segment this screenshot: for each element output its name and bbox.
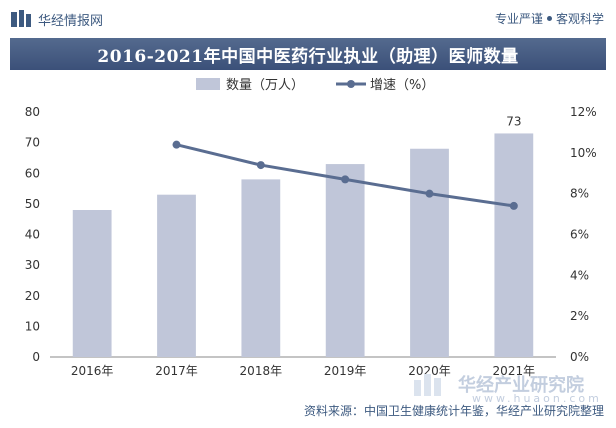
x-tick-label: 2018年 — [240, 364, 283, 378]
line-point — [172, 140, 181, 149]
watermark-url: www.huaon.com — [472, 392, 602, 405]
chart: 数量（万人） 增速（%） 0 10 20 30 40 50 60 70 80 0% 2% 4% 6% 8%… — [25, 78, 597, 378]
line-series — [172, 140, 518, 210]
x-tick-label: 2016年 — [71, 364, 114, 378]
x-tick-label: 2021年 — [493, 364, 536, 378]
bar — [241, 179, 281, 357]
line-point — [256, 161, 265, 170]
bar — [494, 133, 534, 357]
y-axis-right: 0% 2% 4% 6% 8% 10% 12% — [570, 105, 597, 364]
line-point — [425, 189, 434, 198]
chart-title: 2016-2021年中国中医药行业执业（助理）医师数量 — [10, 38, 606, 70]
y-right-tick-label: 8% — [570, 187, 589, 201]
y-right-tick-label: 4% — [570, 268, 589, 282]
tagline-right: 客观科学 — [555, 12, 604, 26]
tagline-left: 专业严谨 — [494, 12, 543, 26]
y-left-tick-label: 60 — [25, 166, 40, 180]
y-right-tick-label: 2% — [570, 309, 589, 323]
y-right-tick-label: 0% — [570, 350, 589, 364]
legend-bar-label: 数量（万人） — [226, 78, 304, 93]
bar — [157, 194, 196, 357]
y-right-tick-label: 10% — [570, 146, 597, 160]
bar — [72, 210, 112, 357]
bullet-icon — [546, 16, 552, 21]
brand[interactable]: 华经情报网 — [10, 8, 103, 30]
x-tick-label: 2017年 — [155, 364, 198, 378]
y-left-tick-label: 10 — [25, 319, 40, 333]
header-bar: 华经情报网 专业严谨 客观科学 — [0, 0, 616, 36]
y-right-tick-label: 6% — [570, 228, 589, 242]
brand-logo-icon — [11, 10, 31, 27]
line-point — [341, 175, 350, 184]
x-tick-label: 2019年 — [324, 364, 367, 378]
y-axis-left: 0 10 20 30 40 50 60 70 80 — [25, 105, 40, 364]
bar-series — [72, 133, 534, 357]
y-left-tick-label: 20 — [25, 289, 40, 303]
bar-value-label: 73 — [506, 114, 521, 128]
tagline: 专业严谨 客观科学 — [495, 10, 604, 27]
legend-bar-swatch — [196, 78, 220, 90]
bar — [325, 164, 365, 357]
y-right-tick-label: 12% — [570, 105, 597, 119]
y-left-tick-label: 70 — [25, 136, 40, 150]
data-labels: 73 — [506, 114, 521, 128]
y-left-tick-label: 40 — [25, 228, 40, 242]
line-point — [509, 201, 518, 210]
legend-line-label: 增速（%） — [370, 78, 434, 93]
y-left-tick-label: 0 — [32, 350, 40, 364]
x-axis: 2016年 2017年 2018年 2019年 2020年 2021年 — [50, 356, 556, 378]
x-tick-label: 2020年 — [408, 364, 451, 378]
source-note: 资料来源：中国卫生健康统计年鉴，华经产业研究院整理 — [303, 404, 604, 418]
y-left-tick-label: 30 — [25, 258, 40, 272]
watermark-logo: 华经产业研究院 www.huaon.com — [412, 370, 599, 405]
brand-name: 华经情报网 — [38, 13, 104, 29]
watermark-brand: 华经产业研究院 — [458, 375, 584, 396]
legend: 数量（万人） 增速（%） — [196, 78, 434, 93]
watermark-bars-icon — [414, 374, 441, 396]
y-left-tick-label: 50 — [25, 197, 40, 211]
legend-line-marker — [347, 80, 355, 88]
bar — [410, 148, 449, 357]
y-left-tick-label: 80 — [25, 105, 40, 119]
